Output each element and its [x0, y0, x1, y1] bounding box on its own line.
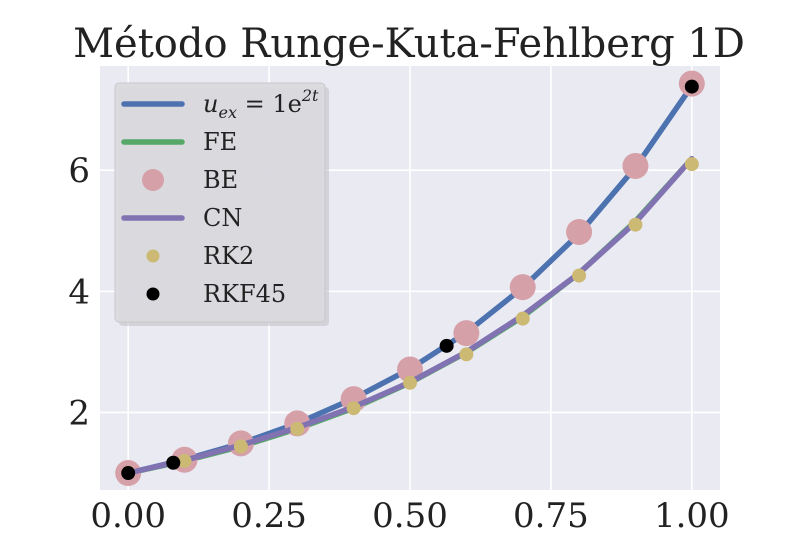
data-point [566, 218, 593, 245]
legend-label: RK2 [203, 242, 254, 270]
data-point [177, 453, 192, 468]
data-point [290, 421, 305, 436]
legend-swatch [146, 287, 160, 301]
data-point [121, 466, 136, 481]
legend-label: FE [203, 128, 237, 156]
x-axis-ticks: 0.00 0.25 0.50 0.75 1.00 [90, 496, 729, 536]
y-tick-label: 6 [68, 151, 90, 191]
x-tick-label: 1.00 [654, 496, 730, 536]
legend-entry: RK2 [146, 242, 254, 270]
legend-entry: RKF45 [146, 280, 286, 308]
legend-label: uex = 1e2t [203, 86, 319, 122]
legend-entry: CN [121, 204, 242, 232]
data-point [346, 401, 361, 416]
data-point [166, 455, 181, 470]
y-tick-label: 2 [68, 393, 90, 433]
data-point [684, 79, 699, 94]
legend-label: BE [203, 166, 238, 194]
data-point [459, 347, 474, 362]
series-rkf45 [121, 79, 699, 481]
data-point [233, 439, 248, 454]
y-axis-ticks: 2 4 6 [68, 151, 90, 433]
x-tick-label: 0.50 [372, 496, 448, 536]
x-tick-label: 0.75 [513, 496, 589, 536]
x-tick-label: 0.00 [90, 496, 166, 536]
data-point [403, 375, 417, 390]
data-point [515, 311, 530, 326]
legend-entry: FE [121, 128, 237, 156]
data-point [572, 268, 587, 283]
data-point [684, 157, 699, 172]
legend-swatch [146, 249, 160, 263]
x-tick-label: 0.25 [231, 496, 307, 536]
data-point [628, 217, 643, 232]
y-tick-label: 4 [68, 272, 90, 312]
data-point [509, 274, 536, 301]
legend-label: RKF45 [203, 280, 286, 308]
chart-title: Método Runge-Kuta-Fehlberg 1D [73, 21, 745, 67]
data-point [622, 152, 649, 179]
data-point [453, 320, 480, 347]
legend-entry: uex = 1e2t [121, 86, 319, 122]
legend-entry: BE [142, 166, 238, 194]
series-group [115, 70, 705, 487]
legend-label: CN [203, 204, 242, 232]
data-point [439, 338, 454, 353]
legend-swatch [142, 169, 164, 191]
legend: uex = 1e2t FE BE CN RK2 RKF45 [114, 82, 329, 326]
